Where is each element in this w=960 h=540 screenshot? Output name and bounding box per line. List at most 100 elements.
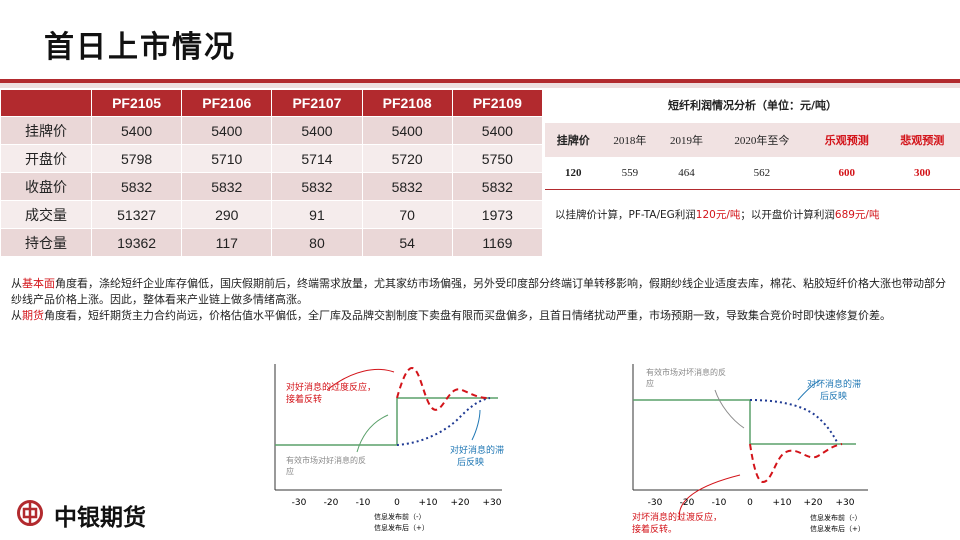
- profit-value-cell: 300: [884, 157, 960, 190]
- efficient-arrow: [356, 414, 389, 453]
- profit-value-row: 120 559 464 562 600 300: [545, 157, 960, 190]
- x-tick-label: -30: [648, 498, 663, 508]
- table-cell: 5720: [361, 144, 453, 173]
- table-cell: 5400: [90, 116, 183, 145]
- table-header-cell: PF2108: [361, 89, 453, 117]
- profit-header-cell: 2019年: [658, 123, 715, 157]
- lag-arrow: [797, 379, 821, 401]
- profit-note-value: 120元/吨: [695, 209, 741, 221]
- profit-table: 挂牌价 2018年 2019年 2020年至今 乐观预测 悲观预测 120 55…: [545, 123, 960, 190]
- table-header-cell: PF2107: [271, 89, 363, 117]
- profit-header-row: 挂牌价 2018年 2019年 2020年至今 乐观预测 悲观预测: [545, 123, 960, 157]
- table-row: 成交量 51327 290 91 70 1973: [0, 200, 544, 229]
- bank-of-china-logo-icon: [17, 500, 43, 526]
- profit-value-cell: 562: [714, 157, 810, 190]
- profit-header-cell: 乐观预测: [809, 123, 885, 157]
- table-header-cell: [0, 89, 92, 117]
- x-tick-label: +10: [773, 498, 792, 508]
- table-cell: 80: [271, 228, 363, 257]
- overreaction-arrow: [326, 369, 395, 391]
- lag-arrow: [471, 409, 481, 441]
- table-cell: 5832: [361, 172, 453, 201]
- table-cell: 5832: [451, 172, 544, 201]
- profit-value-cell: 120: [545, 157, 602, 190]
- profit-value-cell: 464: [658, 157, 715, 190]
- profit-note-text: ；以开盘价计算利润: [740, 209, 835, 221]
- bad-news-reaction-diagram: 有效市场对坏消息的反 应 对坏消息的滞 后反映 -30 -20 -10 0 +1…: [632, 364, 868, 535]
- efficient-arrow: [714, 389, 745, 429]
- title-underline-shadow: [0, 83, 960, 88]
- listing-table: PF2105 PF2106 PF2107 PF2108 PF2109 挂牌价 5…: [0, 89, 544, 257]
- efficient-label: 有效市场对好消息的反: [286, 455, 366, 465]
- table-cell: 5710: [181, 144, 273, 173]
- row-label: 挂牌价: [0, 116, 92, 145]
- efficient-label: 有效市场对坏消息的反: [646, 367, 726, 377]
- table-row: 收盘价 5832 5832 5832 5832 5832: [0, 172, 544, 201]
- x-tick-label: -10: [712, 498, 727, 508]
- x-tick-label: +20: [451, 498, 470, 508]
- x-tick-label: +30: [836, 498, 855, 508]
- delayed-reaction-curve: [749, 399, 839, 445]
- x-tick-label: +10: [419, 498, 438, 508]
- profit-note-value: 689元/吨: [834, 209, 880, 221]
- table-header-cell: PF2105: [90, 89, 183, 117]
- table-cell: 5400: [271, 116, 363, 145]
- efficient-label: 应: [286, 466, 294, 476]
- x-tick-label: 0: [394, 498, 400, 508]
- table-cell: 5750: [451, 144, 544, 173]
- x-axis-label: 信息发布前（-）: [810, 513, 862, 522]
- table-cell: 5400: [451, 116, 544, 145]
- table-cell: 5400: [181, 116, 273, 145]
- overreaction-curve: [396, 366, 489, 411]
- table-cell: 290: [181, 200, 273, 229]
- overreaction-arrow: [678, 474, 741, 521]
- x-tick-label: +30: [483, 498, 502, 508]
- table-cell: 5832: [181, 172, 273, 201]
- table-cell: 5832: [90, 172, 183, 201]
- table-row: 持仓量 19362 117 80 54 1169: [0, 228, 544, 257]
- x-axis-label: 信息发布后（+）: [374, 523, 429, 532]
- profit-note: 以挂牌价计算，PF-TA/EG利润120元/吨；以开盘价计算利润689元/吨: [555, 207, 879, 222]
- table-cell: 117: [181, 228, 273, 257]
- company-name: 中银期货: [54, 505, 146, 531]
- paragraph-text: 角度看，涤纶短纤企业库存偏低，国庆假期前后，终端需求放量，尤其家纺市场偏强，另外…: [11, 277, 946, 306]
- table-cell: 51327: [90, 200, 183, 229]
- row-label: 收盘价: [0, 172, 92, 201]
- futures-paragraph: 从期货角度看，短纤期货主力合约尚远，价格估值水平偏低，全厂库及品牌交割制度下卖盘…: [11, 308, 946, 324]
- delayed-reaction-curve: [396, 397, 491, 446]
- table-row: 挂牌价 5400 5400 5400 5400 5400: [0, 116, 544, 145]
- x-tick-label: -20: [324, 498, 339, 508]
- profit-panel: 短纤利润情况分析（单位：元/吨） 挂牌价 2018年 2019年 2020年至今…: [545, 89, 960, 232]
- title-underline: [0, 79, 960, 83]
- x-tick-label: -10: [356, 498, 371, 508]
- row-label: 成交量: [0, 200, 92, 229]
- paragraph-highlight: 期货: [22, 309, 44, 322]
- table-cell: 1973: [451, 200, 544, 229]
- profit-title: 短纤利润情况分析（单位：元/吨）: [667, 99, 838, 112]
- lag-label: 后反映: [820, 390, 847, 402]
- table-header-cell: PF2109: [451, 89, 544, 117]
- table-cell: 5714: [271, 144, 363, 173]
- overreaction-curve: [749, 443, 843, 484]
- profit-header-cell: 挂牌价: [545, 123, 602, 157]
- x-tick-label: -20: [680, 498, 695, 508]
- profit-value-cell: 600: [809, 157, 885, 190]
- table-cell: 5832: [271, 172, 363, 201]
- good-news-reaction-diagram: 对好消息的过度反应， 接着反转 有效市场对好消息的反 应 对好消息的滞 后反映 …: [274, 364, 504, 532]
- overreaction-label: 对好消息的过度反应，: [286, 381, 376, 393]
- efficient-label: 应: [646, 378, 654, 388]
- table-cell: 54: [361, 228, 453, 257]
- lag-label: 对好消息的滞: [450, 444, 504, 456]
- overreaction-label: 接着反转。: [632, 523, 677, 535]
- profit-header-cell: 悲观预测: [884, 123, 960, 157]
- lag-label: 对坏消息的滞: [807, 378, 861, 390]
- page-title: 首日上市情况: [44, 30, 236, 65]
- x-axis-label: 信息发布后（+）: [810, 524, 865, 533]
- table-row: 开盘价 5798 5710 5714 5720 5750: [0, 144, 544, 173]
- row-label: 开盘价: [0, 144, 92, 173]
- table-cell: 19362: [90, 228, 183, 257]
- profit-header-cell: 2020年至今: [714, 123, 810, 157]
- profit-value-cell: 559: [601, 157, 659, 190]
- x-tick-label: 0: [747, 498, 753, 508]
- table-cell: 91: [271, 200, 363, 229]
